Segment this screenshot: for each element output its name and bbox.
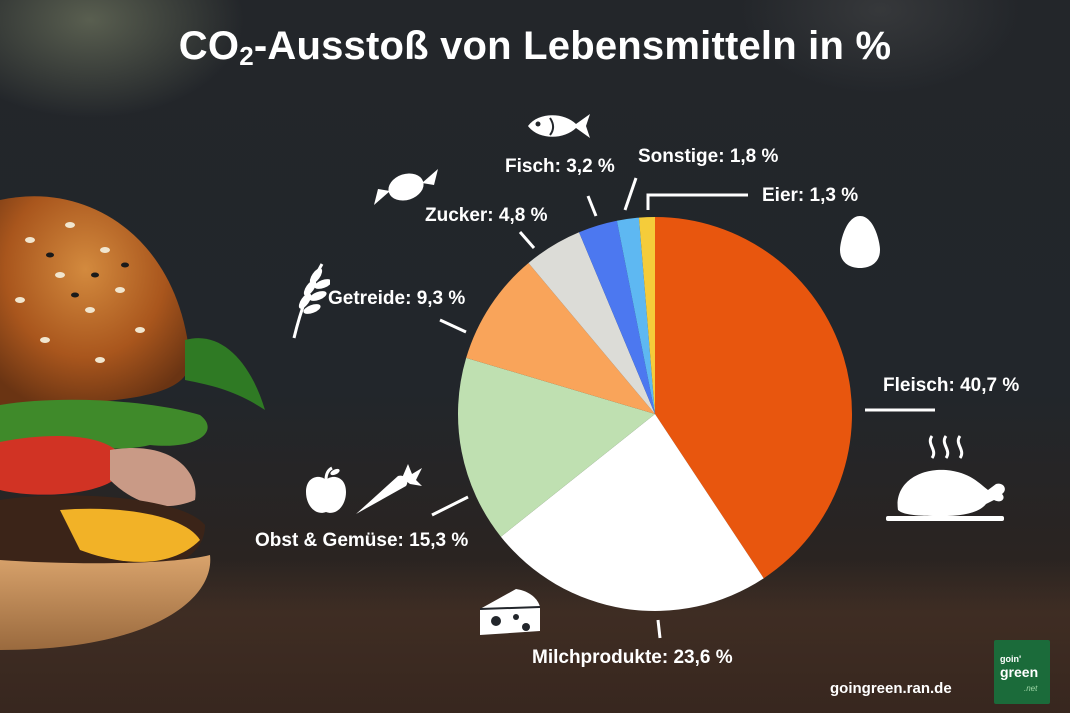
leader-line-obst-gemuese: [431, 495, 469, 517]
label-fleisch: Fleisch: 40,7 %: [883, 375, 1020, 396]
carrot-icon: [356, 464, 422, 514]
candy-icon: [374, 169, 438, 205]
leader-line-sonstige: [623, 177, 638, 211]
pie-slice-getreide: [466, 263, 655, 414]
wheat-icon: [292, 263, 330, 339]
leader-line-zucker: [518, 231, 536, 249]
website-url[interactable]: goingreen.ran.de: [830, 680, 952, 697]
pie-slice-fleisch: [655, 217, 853, 579]
egg-icon: [840, 216, 880, 268]
label-zucker: Zucker: 4,8 %: [425, 205, 548, 226]
leader-line-getreide: [439, 318, 467, 334]
pie-slice-sonstige: [616, 217, 655, 414]
goingreen-logo: goin' green .net: [994, 640, 1050, 704]
leader-line-milchprodukte: [656, 619, 662, 639]
apple-icon: [306, 466, 346, 513]
label-obst-gemuese: Obst & Gemüse: 15,3 %: [255, 530, 469, 551]
label-sonstige: Sonstige: 1,8 %: [638, 146, 779, 167]
pie-slice-obst-gemüse: [458, 357, 655, 537]
leader-line-fisch: [586, 195, 598, 217]
label-milchprodukte: Milchprodukte: 23,6 %: [532, 647, 733, 668]
chart-title: CO2-Ausstoß von Lebensmitteln in %: [178, 24, 892, 71]
burger-illustration: [0, 196, 265, 650]
label-getreide: Getreide: 9,3 %: [328, 288, 466, 309]
label-fisch: Fisch: 3,2 %: [505, 156, 615, 177]
fish-icon: [528, 114, 590, 138]
pie-slice-zucker: [528, 232, 655, 414]
leader-line-eier: [646, 193, 748, 210]
pie-slice-fisch: [579, 220, 655, 414]
roast-chicken-icon: [886, 435, 1005, 521]
label-eier: Eier: 1,3 %: [762, 185, 859, 206]
pie-slice-milchprodukte: [500, 414, 764, 611]
pie-slice-eier: [638, 217, 655, 414]
cheese-icon: [479, 589, 541, 635]
